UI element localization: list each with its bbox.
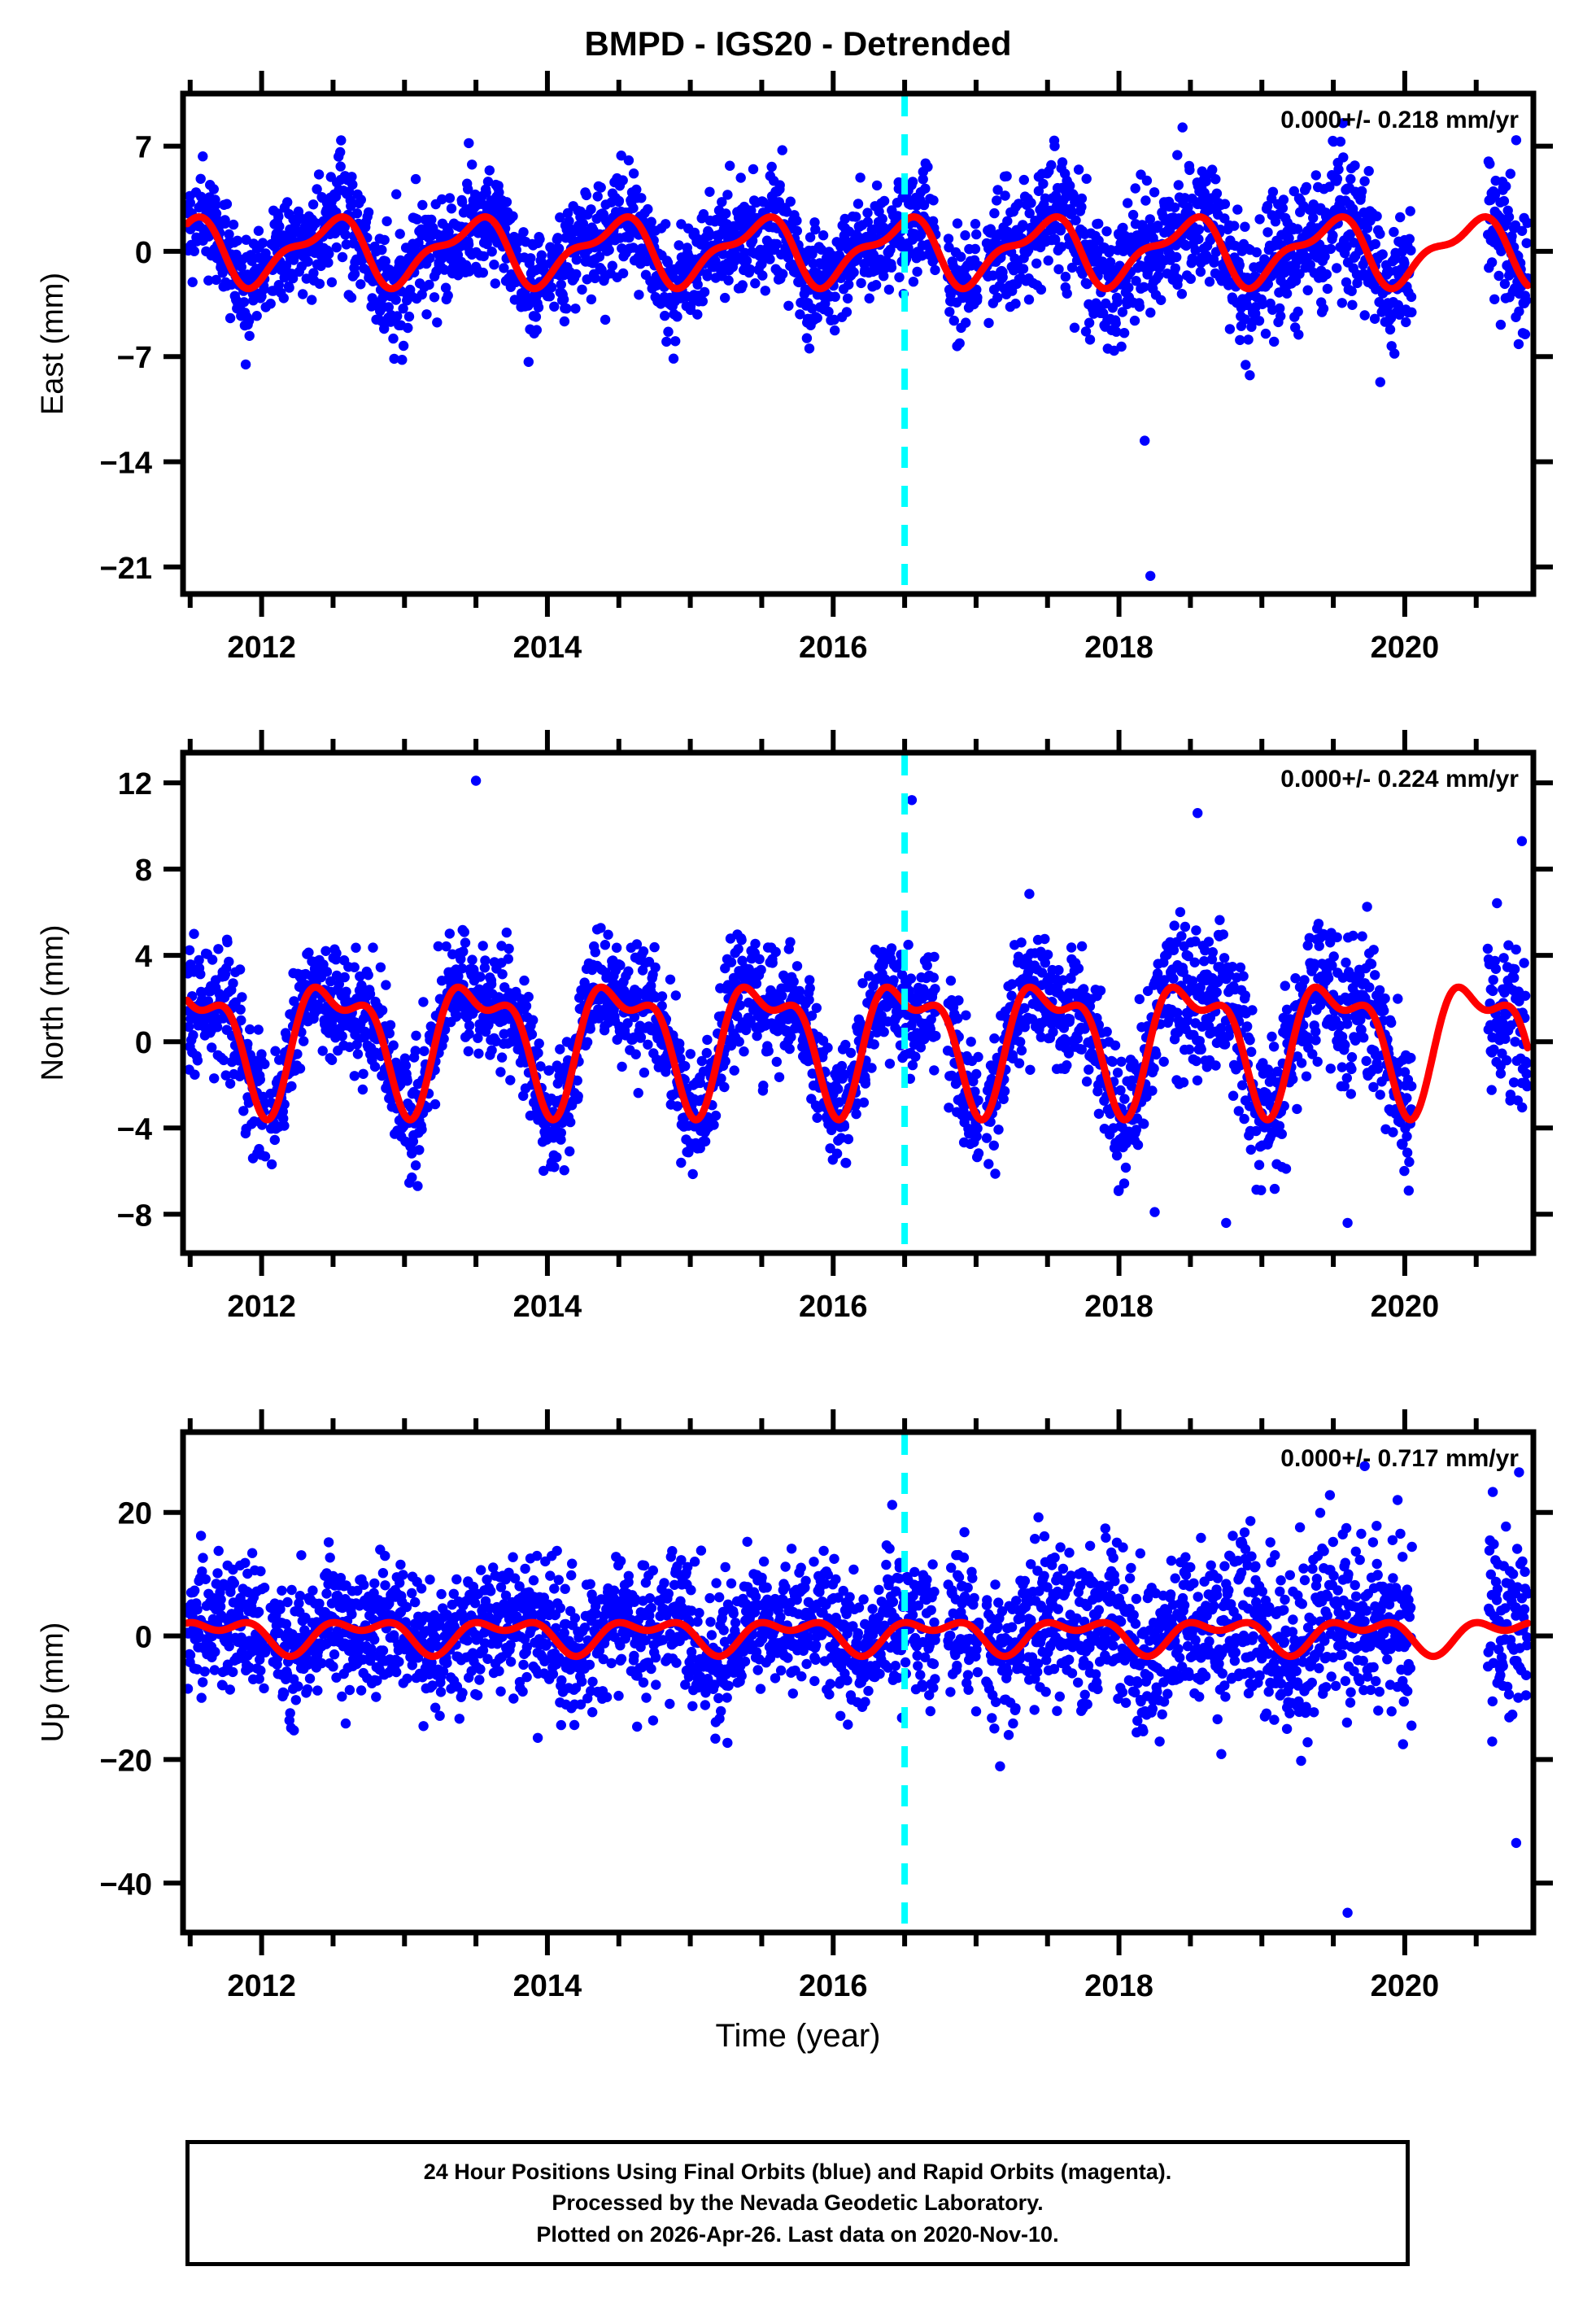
ytick-label: −8 — [117, 1199, 152, 1233]
caption-line-3: Plotted on 2026-Apr-26. Last data on 202… — [536, 2221, 1059, 2247]
xtick-label: 2016 — [799, 1969, 868, 2003]
data-layer-north — [183, 754, 1533, 1251]
xtick-label: 2014 — [513, 1290, 582, 1324]
rate-annotation: 0.000+/- 0.717 mm/yr — [1280, 1445, 1519, 1472]
figure-title: BMPD - IGS20 - Detrended — [584, 24, 1012, 63]
ytick-label: 8 — [135, 854, 152, 888]
caption-line-2: Processed by the Nevada Geodetic Laborat… — [552, 2190, 1044, 2216]
ytick-label: 0 — [135, 1026, 152, 1060]
xtick-label: 2018 — [1084, 1290, 1153, 1324]
xtick-label: 2018 — [1084, 631, 1153, 665]
scatter-points — [183, 118, 1533, 581]
xtick-label: 2020 — [1371, 1290, 1440, 1324]
plot-frame — [180, 1429, 1537, 1936]
xtick-label: 2016 — [799, 1290, 868, 1324]
ytick-label: −7 — [117, 341, 152, 375]
scatter-points — [183, 775, 1533, 1229]
ytick-label: 0 — [135, 1621, 152, 1655]
fit-curve — [183, 213, 1532, 293]
ytick-label: −21 — [100, 552, 152, 586]
xtick-label: 2020 — [1371, 631, 1440, 665]
ytick-label: 12 — [118, 767, 152, 801]
ytick-label: 20 — [118, 1497, 152, 1531]
ytick-label: −20 — [100, 1744, 152, 1778]
xtick-label: 2014 — [513, 631, 582, 665]
ytick-label: 0 — [135, 236, 152, 270]
rate-annotation: 0.000+/- 0.218 mm/yr — [1280, 107, 1519, 133]
ytick-label: −4 — [117, 1112, 152, 1146]
yaxis-title: East (mm) — [36, 273, 70, 415]
fit-curve — [183, 1618, 1532, 1661]
data-layer-up — [183, 1434, 1533, 1931]
xtick-label: 2012 — [227, 631, 296, 665]
xtick-label: 2018 — [1084, 1969, 1153, 2003]
xtick-label: 2014 — [513, 1969, 582, 2003]
caption-line-1: 24 Hour Positions Using Final Orbits (bl… — [423, 2160, 1172, 2184]
data-layer-east — [183, 95, 1533, 592]
rate-annotation: 0.000+/- 0.224 mm/yr — [1280, 766, 1519, 793]
xtick-label: 2012 — [227, 1290, 296, 1324]
scatter-points — [183, 1461, 1533, 1918]
ytick-label: −14 — [100, 446, 152, 480]
yaxis-title: Up (mm) — [36, 1622, 70, 1743]
caption-box: 24 Hour Positions Using Final Orbits (bl… — [185, 2140, 1410, 2266]
plot-frame — [180, 90, 1537, 597]
ytick-label: 7 — [135, 131, 152, 165]
ytick-label: −40 — [100, 1867, 152, 1902]
yaxis-title: North (mm) — [36, 924, 70, 1081]
ytick-label: 4 — [135, 940, 152, 974]
xtick-label: 2016 — [799, 631, 868, 665]
plot-frame — [180, 749, 1537, 1256]
xtick-label: 2020 — [1371, 1969, 1440, 2003]
fit-curve — [183, 983, 1532, 1124]
xtick-label: 2012 — [227, 1969, 296, 2003]
xaxis-title: Time (year) — [715, 2018, 881, 2054]
